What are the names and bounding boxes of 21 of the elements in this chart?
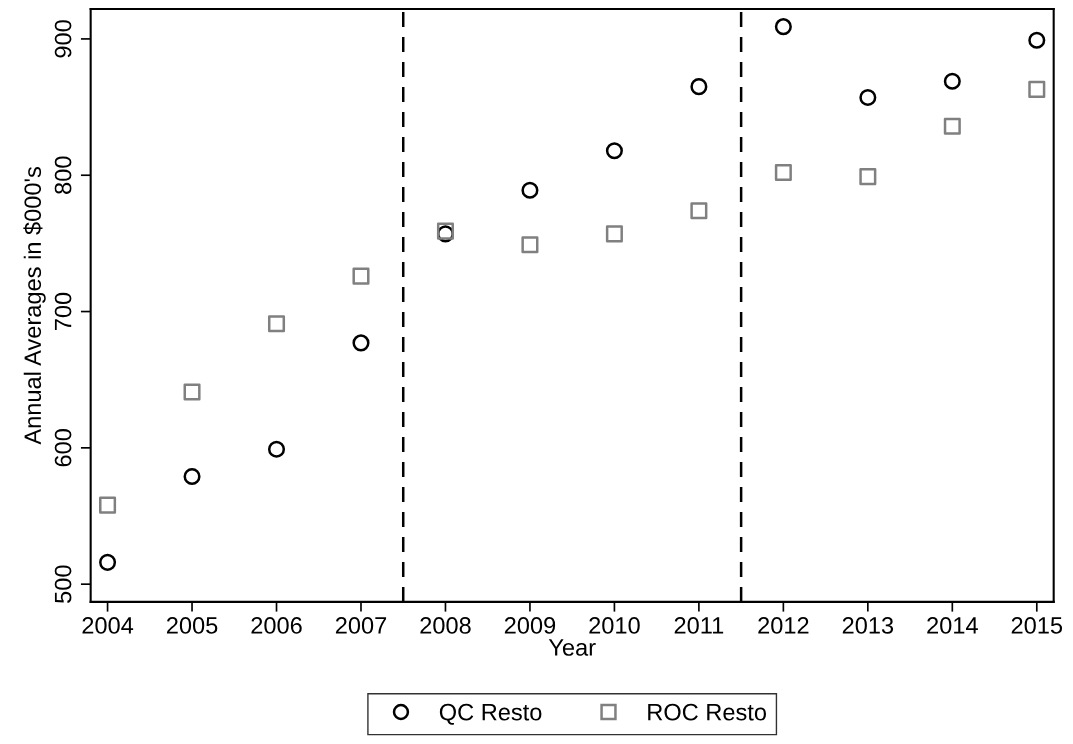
x-tick-label: 2012 [758,617,809,634]
x-axis-title: Year [548,639,596,656]
x-tick-label: 2004 [82,617,134,634]
x-tick-label: 2009 [504,617,556,634]
x-tick-label: 2015 [1011,617,1063,634]
y-tick-label: 500 [54,565,72,603]
legend-label: QC Resto [439,703,542,725]
y-tick-label: 800 [54,156,72,194]
y-axis-title: Annual Averages in $000's [23,167,46,445]
x-tick-label: 2007 [335,617,387,634]
x-tick-label: 2013 [842,617,894,634]
x-tick-label: 2008 [420,617,471,634]
y-tick-label: 700 [54,292,72,331]
y-tick-label: 900 [54,20,72,58]
x-tick-label: 2005 [166,617,218,634]
legend-label: ROC Resto [648,703,767,721]
x-tick-label: 2006 [251,617,302,634]
x-tick-label: 2011 [674,617,724,634]
x-tick-label: 2014 [927,617,978,634]
y-tick-label: 600 [54,429,72,467]
x-tick-label: 2010 [589,617,640,634]
